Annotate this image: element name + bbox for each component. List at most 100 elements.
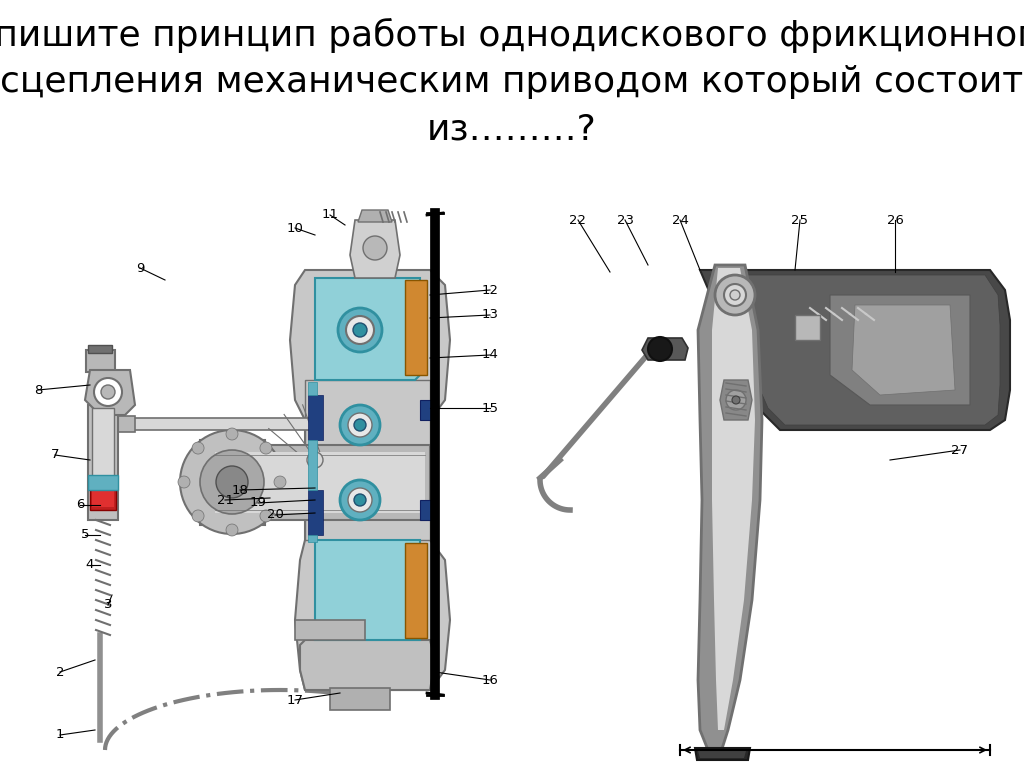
- Circle shape: [180, 430, 284, 534]
- Circle shape: [346, 316, 374, 344]
- Circle shape: [307, 452, 323, 468]
- Text: 21: 21: [216, 493, 233, 506]
- Text: 24: 24: [672, 213, 688, 226]
- Polygon shape: [720, 380, 752, 420]
- Text: 2: 2: [55, 666, 65, 679]
- Text: 1: 1: [55, 729, 65, 742]
- Bar: [0, 0, 1024, 170]
- Polygon shape: [92, 490, 114, 507]
- Polygon shape: [105, 418, 315, 430]
- Polygon shape: [90, 487, 116, 510]
- Polygon shape: [852, 305, 955, 395]
- Circle shape: [348, 488, 372, 512]
- Polygon shape: [315, 278, 420, 380]
- Polygon shape: [86, 350, 115, 372]
- Text: 8: 8: [34, 384, 42, 397]
- Circle shape: [193, 442, 204, 454]
- Circle shape: [354, 494, 366, 506]
- Text: 20: 20: [266, 509, 284, 522]
- Circle shape: [340, 480, 380, 520]
- Polygon shape: [200, 445, 430, 520]
- Circle shape: [340, 405, 380, 445]
- Circle shape: [354, 419, 366, 431]
- Polygon shape: [200, 440, 265, 525]
- Circle shape: [193, 510, 204, 522]
- Polygon shape: [830, 295, 970, 405]
- Text: 10: 10: [287, 222, 303, 235]
- Bar: [406, 280, 427, 375]
- Text: 13: 13: [481, 308, 499, 321]
- Text: 7: 7: [51, 449, 59, 462]
- Text: сцепления механическим приводом который состоит: сцепления механическим приводом который …: [0, 65, 1024, 99]
- Circle shape: [216, 466, 248, 498]
- Bar: [406, 543, 427, 638]
- Text: 16: 16: [481, 673, 499, 686]
- Circle shape: [715, 275, 755, 315]
- Text: 25: 25: [792, 213, 809, 226]
- Polygon shape: [795, 315, 820, 340]
- Circle shape: [338, 308, 382, 352]
- Circle shape: [94, 378, 122, 406]
- Circle shape: [732, 396, 740, 404]
- Polygon shape: [88, 405, 118, 520]
- Circle shape: [730, 290, 740, 300]
- Circle shape: [648, 337, 672, 361]
- Polygon shape: [295, 620, 365, 640]
- Text: 12: 12: [481, 284, 499, 297]
- Circle shape: [724, 284, 746, 306]
- Text: 27: 27: [951, 443, 969, 456]
- Circle shape: [260, 442, 272, 454]
- Text: 9: 9: [136, 262, 144, 275]
- Polygon shape: [330, 688, 390, 710]
- Text: 4: 4: [86, 558, 94, 571]
- Text: 17: 17: [287, 693, 303, 706]
- Polygon shape: [305, 380, 430, 540]
- Polygon shape: [358, 210, 392, 222]
- Polygon shape: [85, 370, 135, 415]
- Bar: [0, 170, 1024, 767]
- Polygon shape: [700, 270, 1010, 430]
- Polygon shape: [350, 220, 400, 278]
- Bar: [308, 395, 323, 440]
- Circle shape: [362, 236, 387, 260]
- Polygon shape: [420, 400, 435, 420]
- Circle shape: [178, 476, 190, 488]
- Circle shape: [353, 323, 367, 337]
- Text: 14: 14: [481, 348, 499, 361]
- Polygon shape: [710, 275, 1000, 425]
- Text: 6: 6: [76, 499, 84, 512]
- Polygon shape: [308, 535, 317, 542]
- Polygon shape: [88, 345, 112, 353]
- Circle shape: [274, 476, 286, 488]
- Polygon shape: [420, 500, 435, 520]
- Text: из………?: из………?: [427, 112, 597, 146]
- Polygon shape: [308, 382, 317, 395]
- Text: 26: 26: [887, 213, 903, 226]
- Text: 23: 23: [616, 213, 634, 226]
- Text: 11: 11: [322, 209, 339, 222]
- Polygon shape: [215, 452, 425, 513]
- Text: Опишите принцип работы однодискового фрикционного: Опишите принцип работы однодискового фри…: [0, 18, 1024, 53]
- Circle shape: [726, 390, 746, 410]
- Polygon shape: [698, 751, 746, 758]
- Text: 3: 3: [103, 598, 113, 611]
- Polygon shape: [712, 268, 755, 730]
- Polygon shape: [290, 270, 450, 690]
- Polygon shape: [308, 440, 317, 490]
- Circle shape: [226, 428, 238, 440]
- Text: 18: 18: [231, 483, 249, 496]
- Polygon shape: [642, 338, 688, 360]
- Polygon shape: [88, 475, 118, 490]
- Polygon shape: [300, 640, 435, 690]
- Text: 19: 19: [250, 496, 266, 509]
- Polygon shape: [105, 416, 135, 432]
- Text: 15: 15: [481, 401, 499, 414]
- Polygon shape: [315, 540, 420, 640]
- Bar: [308, 490, 323, 535]
- Text: 5: 5: [81, 528, 89, 542]
- Circle shape: [260, 510, 272, 522]
- Text: 22: 22: [569, 213, 587, 226]
- Polygon shape: [92, 408, 114, 480]
- Circle shape: [226, 524, 238, 536]
- Circle shape: [200, 450, 264, 514]
